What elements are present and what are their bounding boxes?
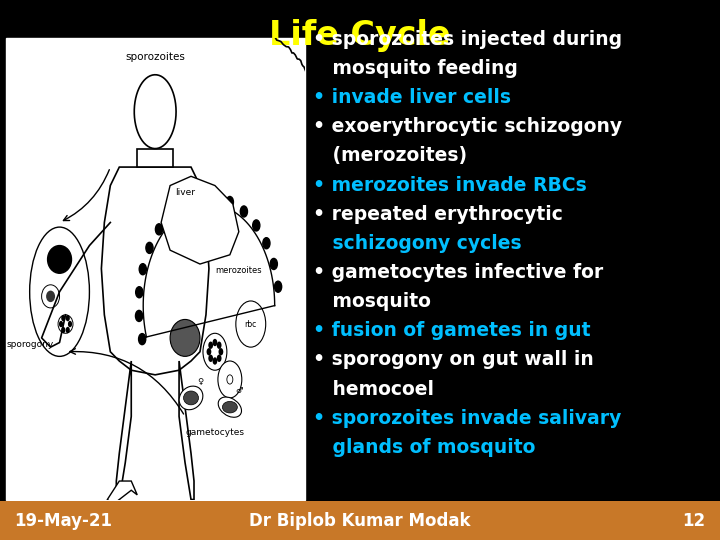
Circle shape (138, 334, 145, 345)
Ellipse shape (185, 220, 203, 243)
Ellipse shape (170, 320, 200, 356)
Circle shape (146, 242, 153, 253)
Circle shape (181, 198, 188, 210)
Circle shape (61, 327, 66, 333)
Circle shape (253, 220, 260, 231)
Text: liver: liver (175, 188, 195, 197)
Text: sporogony: sporogony (6, 340, 53, 349)
Text: • invade liver cells: • invade liver cells (313, 88, 511, 107)
Text: merozoites: merozoites (215, 266, 262, 275)
Circle shape (236, 301, 266, 347)
Text: • sporozoites injected during: • sporozoites injected during (313, 30, 622, 49)
Text: gametocytes: gametocytes (186, 428, 244, 437)
Circle shape (217, 355, 222, 362)
Circle shape (211, 192, 218, 203)
Text: • gametocytes infective for: • gametocytes infective for (313, 263, 603, 282)
Text: • repeated erythrocytic: • repeated erythrocytic (313, 205, 563, 224)
Circle shape (217, 341, 222, 349)
Ellipse shape (46, 291, 55, 302)
Polygon shape (138, 148, 173, 167)
Text: mosquito feeding: mosquito feeding (313, 59, 518, 78)
Ellipse shape (218, 397, 241, 417)
Text: glands of mosquito: glands of mosquito (313, 438, 536, 457)
FancyBboxPatch shape (6, 38, 305, 500)
Text: sporozoites: sporozoites (125, 52, 185, 62)
Circle shape (196, 193, 203, 204)
Text: schizogony cycles: schizogony cycles (313, 234, 522, 253)
Circle shape (59, 321, 63, 327)
Polygon shape (179, 361, 194, 500)
Circle shape (208, 341, 213, 349)
Circle shape (227, 375, 233, 384)
Circle shape (207, 348, 212, 355)
Circle shape (212, 339, 217, 346)
Circle shape (68, 321, 72, 327)
Circle shape (167, 209, 174, 220)
Text: rbc: rbc (245, 320, 257, 328)
Ellipse shape (48, 246, 71, 273)
Text: (merozoites): (merozoites) (313, 146, 467, 165)
Circle shape (156, 224, 163, 235)
Text: ♀: ♀ (197, 377, 203, 386)
Polygon shape (134, 75, 176, 148)
Text: • merozoites invade RBCs: • merozoites invade RBCs (313, 176, 587, 194)
Text: • exoerythrocytic schizogony: • exoerythrocytic schizogony (313, 117, 622, 136)
Text: • sporogony on gut wall in: • sporogony on gut wall in (313, 350, 594, 369)
Circle shape (274, 281, 282, 292)
Text: 12: 12 (683, 511, 706, 530)
Text: Life Cycle: Life Cycle (269, 19, 451, 52)
Ellipse shape (42, 285, 60, 308)
Circle shape (226, 197, 233, 207)
Text: • fusion of gametes in gut: • fusion of gametes in gut (313, 321, 590, 340)
Circle shape (135, 287, 143, 298)
Circle shape (208, 355, 213, 362)
Ellipse shape (222, 401, 238, 413)
Circle shape (135, 310, 143, 321)
Text: ♂: ♂ (235, 386, 243, 395)
Text: • sporozoites invade salivary: • sporozoites invade salivary (313, 409, 621, 428)
Ellipse shape (212, 198, 230, 219)
Circle shape (212, 357, 217, 364)
Polygon shape (117, 361, 131, 500)
Circle shape (66, 327, 70, 333)
Circle shape (263, 238, 270, 249)
Circle shape (240, 206, 248, 217)
Circle shape (66, 315, 70, 321)
Polygon shape (107, 481, 138, 504)
Circle shape (139, 264, 146, 275)
Circle shape (203, 333, 227, 370)
Circle shape (270, 259, 277, 269)
Text: mosquito: mosquito (313, 292, 431, 311)
Text: Dr Biplob Kumar Modak: Dr Biplob Kumar Modak (249, 511, 471, 530)
Ellipse shape (58, 315, 73, 333)
FancyBboxPatch shape (0, 501, 720, 540)
Ellipse shape (179, 386, 203, 410)
Text: 19-May-21: 19-May-21 (14, 511, 112, 530)
Text: hemocoel: hemocoel (313, 380, 434, 399)
Polygon shape (102, 167, 209, 375)
Ellipse shape (184, 391, 199, 405)
Circle shape (61, 315, 66, 321)
Polygon shape (161, 176, 239, 264)
Ellipse shape (30, 227, 89, 356)
Circle shape (218, 348, 223, 355)
Circle shape (218, 361, 242, 398)
